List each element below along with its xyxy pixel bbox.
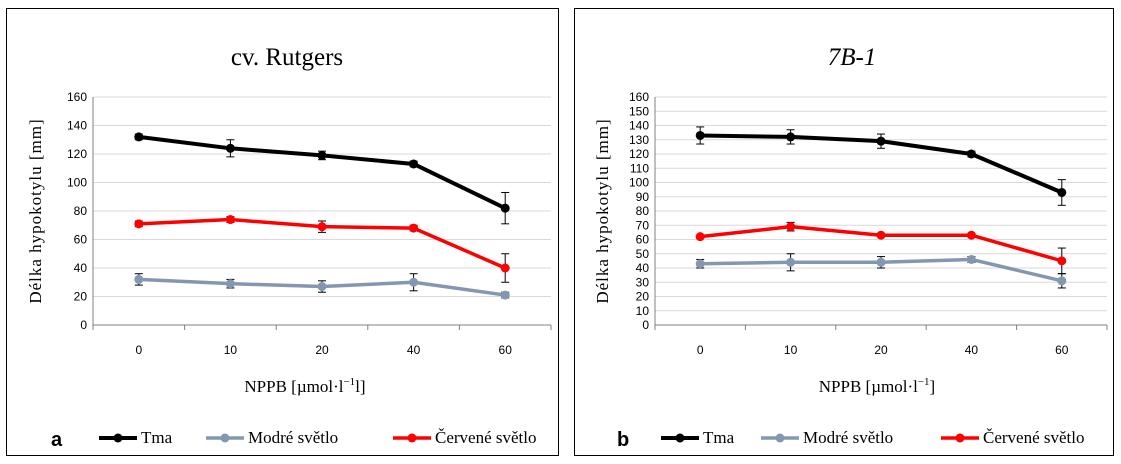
- chart-title: cv. Rutgers: [231, 44, 343, 71]
- data-point: [500, 263, 510, 273]
- x-tick-label: 40: [965, 343, 979, 357]
- y-tick-label: 0: [80, 318, 87, 332]
- data-point: [786, 257, 796, 267]
- data-point: [786, 222, 796, 232]
- chart-panel-b: 7B-1 0 10 20 30 40 50 60 70 80 90 100 110 120 130 140 15…: [574, 8, 1114, 456]
- y-axis-label: Délka hypokotylu [mm]: [593, 118, 612, 303]
- y-tick-label: 90: [636, 190, 650, 204]
- data-point: [225, 279, 235, 289]
- y-tick-label: 10: [636, 304, 650, 318]
- legend-label: Modré světlo: [803, 428, 893, 447]
- data-point: [966, 254, 976, 264]
- y-tick-label: 20: [636, 290, 650, 304]
- y-tick-label: 120: [67, 147, 87, 161]
- data-point: [500, 290, 510, 300]
- data-point: [409, 277, 419, 287]
- data-point: [317, 150, 327, 160]
- x-tick-label: 0: [135, 343, 142, 357]
- x-tick-label: 20: [315, 343, 329, 357]
- panel-letter: b: [617, 429, 629, 451]
- data-point: [695, 259, 705, 269]
- legend-label: Tma: [703, 428, 735, 447]
- y-tick-label: 160: [629, 90, 649, 104]
- data-point: [225, 215, 235, 225]
- y-tick-label: 160: [67, 90, 87, 104]
- legend-label: Červené světlo: [435, 428, 537, 447]
- x-tick-label: 60: [499, 343, 513, 357]
- y-tick-label: 110: [630, 161, 649, 175]
- x-tick-label: 10: [224, 343, 238, 357]
- y-axis-label: Délka hypokotylu [mm]: [26, 118, 45, 303]
- data-point: [786, 132, 796, 142]
- y-tick-label: 140: [67, 119, 87, 133]
- chart-title: 7B-1: [828, 44, 877, 71]
- x-tick-label: 0: [697, 343, 704, 357]
- legend-marker: [675, 433, 685, 443]
- y-tick-label: 70: [636, 218, 650, 232]
- legend-label: Modré světlo: [248, 428, 338, 447]
- data-point: [409, 223, 419, 233]
- series-line-0: [138, 134, 507, 210]
- data-point: [695, 232, 705, 242]
- legend-marker: [775, 433, 785, 443]
- y-tick-label: 40: [74, 261, 88, 275]
- y-tick-label: 20: [74, 290, 88, 304]
- data-point: [225, 143, 235, 153]
- data-point: [409, 159, 419, 169]
- legend-label: Červené světlo: [983, 428, 1085, 447]
- data-point: [317, 282, 327, 292]
- data-point: [134, 274, 144, 284]
- y-tick-label: 0: [642, 318, 649, 332]
- x-tick-label: 60: [1055, 343, 1069, 357]
- y-tick-label: 60: [636, 233, 650, 247]
- y-tick-label: 50: [636, 247, 650, 261]
- legend-label: Tma: [141, 428, 173, 447]
- x-tick-label: 10: [784, 343, 798, 357]
- y-tick-label: 100: [629, 176, 649, 190]
- data-point: [876, 136, 886, 146]
- data-point: [966, 230, 976, 240]
- data-point: [876, 230, 886, 240]
- chart-panel-a: cv. Rutgers 0 20 40 60 80 100 120 140 160 0 10 20 40 6…: [6, 8, 559, 456]
- x-axis-label: NPPB [µmol·l−1l]: [244, 376, 365, 396]
- data-point: [966, 149, 976, 159]
- y-tick-label: 30: [636, 275, 650, 289]
- data-point: [695, 130, 705, 140]
- y-tick-label: 80: [74, 204, 88, 218]
- y-tick-label: 80: [636, 204, 650, 218]
- panel-letter: a: [51, 429, 63, 451]
- y-tick-label: 150: [629, 104, 649, 118]
- data-point: [134, 219, 144, 229]
- y-tick-label: 120: [629, 147, 649, 161]
- data-point: [134, 132, 144, 142]
- y-tick-label: 140: [629, 119, 649, 133]
- data-point: [876, 257, 886, 267]
- chart-a-svg: cv. Rutgers 0 20 40 60 80 100 120 140 160 0 10 20 40 6…: [26, 44, 552, 451]
- chart-b-svg: 7B-1010203040506070809010011012013014015…: [593, 44, 1108, 451]
- x-tick-label: 20: [874, 343, 888, 357]
- data-point: [1057, 187, 1067, 197]
- x-axis-label: NPPB [µmol·l−1]: [819, 376, 935, 396]
- data-point: [1057, 256, 1067, 266]
- data-point: [500, 203, 510, 213]
- data-point: [317, 222, 327, 232]
- x-tick-label: 40: [407, 343, 421, 357]
- data-point: [1057, 276, 1067, 286]
- y-tick-label: 40: [636, 261, 650, 275]
- legend-marker: [113, 433, 123, 443]
- y-tick-label: 100: [67, 176, 87, 190]
- legend-marker: [407, 433, 417, 443]
- y-tick-label: 60: [74, 233, 88, 247]
- legend-marker: [220, 433, 230, 443]
- y-tick-label: 130: [629, 133, 649, 147]
- legend-marker: [955, 433, 965, 443]
